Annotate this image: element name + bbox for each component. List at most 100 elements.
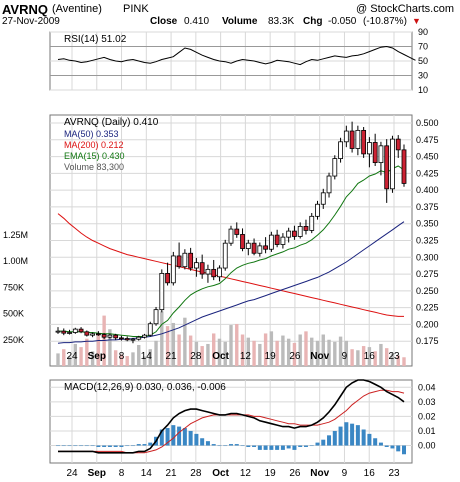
volume-bar xyxy=(194,341,199,366)
chg-label: Chg xyxy=(303,16,323,27)
macd-histogram-bar xyxy=(367,433,372,446)
macd-line xyxy=(58,379,405,454)
candle-body xyxy=(286,230,292,238)
macd-histogram-bar xyxy=(332,430,337,446)
volume-bar xyxy=(79,347,83,366)
candle-body xyxy=(384,145,390,190)
volume-bar xyxy=(402,357,406,366)
candle-body xyxy=(124,338,130,341)
price-tick-label: 0.450 xyxy=(416,152,439,162)
macd-histogram-bar xyxy=(303,445,308,447)
chart-title-row: AVRNQ (Aventine) PINK @ StockCharts.com xyxy=(0,2,460,17)
candle-body xyxy=(228,228,234,244)
volume-bar xyxy=(142,356,147,366)
macd-histogram-bar xyxy=(205,441,210,446)
volume-bar xyxy=(212,333,216,366)
macd-histogram-bar xyxy=(355,425,360,446)
volume-value: 83.3K xyxy=(268,16,295,27)
candle-body xyxy=(101,334,107,338)
macd-histogram-bar xyxy=(263,445,268,450)
x-tick-label-price: 26 xyxy=(289,351,301,362)
volume-bar xyxy=(85,338,89,366)
candle-body xyxy=(332,158,338,177)
macd-histogram-bar xyxy=(269,445,274,450)
macd-histogram-bar xyxy=(136,444,141,446)
macd-histogram-bar xyxy=(223,445,228,447)
x-tick-label-price: Nov xyxy=(310,351,329,362)
candle-body xyxy=(280,236,286,245)
macd-histogram-bar xyxy=(96,445,101,447)
candle-body xyxy=(107,334,113,338)
macd-histogram-bar xyxy=(142,444,147,446)
volume-bar xyxy=(310,337,314,366)
volume-bar xyxy=(165,326,170,366)
candle-body xyxy=(240,234,245,249)
macd-histogram-bar xyxy=(252,445,257,447)
volume-bar xyxy=(292,342,297,366)
volume-bar xyxy=(137,345,141,366)
volume-bar xyxy=(367,347,372,366)
volume-bar xyxy=(258,343,262,366)
legend-ema15: EMA(15) 0.430 xyxy=(64,151,125,161)
x-tick-label-macd: 24 xyxy=(66,468,78,479)
macd-histogram-bar xyxy=(361,429,366,446)
macd-histogram-bar xyxy=(338,426,343,446)
candle-body xyxy=(338,141,343,159)
macd-histogram-bar xyxy=(327,435,332,446)
candle-body xyxy=(245,242,251,249)
volume-bar xyxy=(235,324,239,366)
candle-body xyxy=(263,245,269,250)
macd-histogram-bar xyxy=(67,445,72,447)
volume-bar xyxy=(62,349,66,366)
price-tick-label: 0.350 xyxy=(416,219,439,229)
candle-body xyxy=(159,272,165,311)
candle-body xyxy=(67,332,72,334)
volume-bar xyxy=(269,331,274,366)
candle-body xyxy=(182,252,188,268)
volume-bar xyxy=(298,334,302,366)
candle-body xyxy=(355,129,361,149)
chg-percent: (-10.87%) xyxy=(363,16,407,27)
price-tick-label: 0.250 xyxy=(416,286,439,296)
macd-panel: 0.04 0.03 0.02 0.01 0.00 xyxy=(49,379,436,464)
volume-bar xyxy=(327,339,331,366)
volume-tick-label: 750K xyxy=(3,282,24,292)
volume-bar xyxy=(125,356,129,366)
candle-body xyxy=(309,215,315,231)
x-tick-label-macd: 12 xyxy=(240,468,252,479)
macd-histogram-bar xyxy=(234,444,239,446)
macd-histogram-bar xyxy=(402,445,406,455)
candle-body xyxy=(61,330,67,334)
volume-tick-label: 1.25M xyxy=(3,230,28,240)
candle-body xyxy=(343,130,349,143)
macd-histogram-bar xyxy=(159,429,164,446)
macd-histogram-bar xyxy=(396,445,401,452)
volume-label: Volume xyxy=(222,16,258,27)
rsi-tick-label: 50 xyxy=(418,56,428,66)
macd-histogram-bar xyxy=(113,445,118,447)
x-tick-label-price: 24 xyxy=(66,351,78,362)
ma50-line xyxy=(57,221,405,344)
x-tick-label-macd: 9 xyxy=(342,468,348,479)
volume-bar xyxy=(229,325,233,366)
macd-tick-label: 0.04 xyxy=(418,382,436,392)
macd-histogram-bar xyxy=(229,444,233,446)
macd-histogram-bar xyxy=(373,438,378,446)
candle-body xyxy=(55,330,61,333)
candle-body xyxy=(222,242,228,269)
volume-tick-label: 1.00M xyxy=(3,256,28,266)
macd-histogram-bar xyxy=(344,422,349,446)
macd-histogram-bar xyxy=(286,445,291,449)
macd-histogram-bar xyxy=(315,442,320,446)
macd-histogram-bar xyxy=(257,445,262,450)
price-tick-label: 0.275 xyxy=(416,269,439,279)
candle-body xyxy=(303,225,309,231)
volume-bar xyxy=(113,350,118,366)
x-tick-label-macd: Oct xyxy=(212,468,229,479)
macd-histogram-bar xyxy=(384,445,389,447)
price-tick-label: 0.200 xyxy=(416,319,439,329)
x-tick-label-price: Sep xyxy=(88,351,106,362)
volume-bar xyxy=(108,329,112,366)
candle-body xyxy=(395,138,401,151)
macd-histogram-bar xyxy=(165,428,170,446)
